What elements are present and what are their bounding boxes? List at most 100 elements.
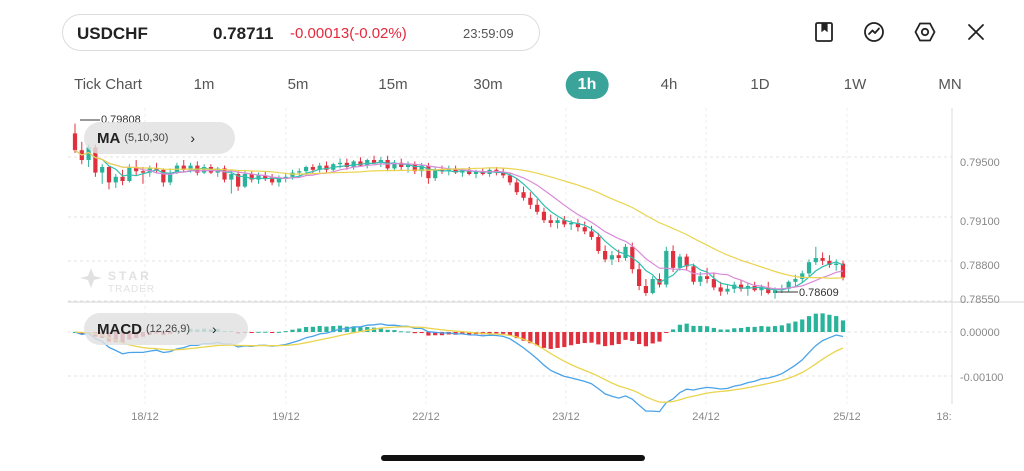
macd-bar xyxy=(297,328,302,332)
tf-1w[interactable]: 1W xyxy=(843,76,867,93)
candle-body xyxy=(575,223,581,228)
watermark-line2: TRADER xyxy=(108,284,155,295)
candle-body xyxy=(439,169,445,172)
macd-bar xyxy=(827,314,832,332)
candle-body xyxy=(772,290,778,293)
macd-bar xyxy=(249,332,254,333)
macd-bar xyxy=(738,327,744,332)
home-indicator xyxy=(381,455,645,461)
macd-bar xyxy=(405,331,411,333)
candle-body xyxy=(337,162,343,165)
candle-body xyxy=(738,284,744,289)
macd-bar xyxy=(263,331,268,333)
macd-bar xyxy=(256,331,261,333)
macd-bar xyxy=(276,331,282,333)
macd-indicator-chip[interactable]: MACD (12,26,9) › xyxy=(84,313,248,345)
date-tick: 22/12 xyxy=(412,411,440,423)
macd-bar xyxy=(834,316,839,332)
candle-body xyxy=(236,174,241,187)
candle-body xyxy=(535,204,540,212)
candle-body xyxy=(120,176,125,181)
low-marker: 0.78609 xyxy=(776,287,839,299)
candle-body xyxy=(711,279,716,288)
candle-body xyxy=(501,172,506,176)
macd-bar xyxy=(507,332,513,336)
macd-bar xyxy=(630,332,635,341)
candle-body xyxy=(276,178,282,183)
macd-indicator-name: MACD xyxy=(97,320,142,338)
macd-bar xyxy=(283,331,288,333)
macd-bar xyxy=(664,332,669,333)
candle-body xyxy=(473,171,479,174)
tf-1d[interactable]: 1D xyxy=(750,76,770,93)
candle-body xyxy=(569,223,574,225)
settings-icon[interactable] xyxy=(913,20,937,44)
candle-body xyxy=(766,287,771,293)
macd-bar xyxy=(514,332,519,339)
candle-body xyxy=(806,262,812,274)
tf-5m[interactable]: 5m xyxy=(287,76,309,93)
tf-15m[interactable]: 15m xyxy=(378,76,408,93)
watermark-line1: STAR xyxy=(108,269,152,283)
price-chart[interactable]: STAR TRADER 0.79808 0.78609 0.79500 0.79… xyxy=(0,108,1024,438)
symbol-name: USDCHF xyxy=(77,24,148,43)
macd-bar xyxy=(575,332,581,344)
chart-grid xyxy=(68,108,1024,404)
candle-body xyxy=(453,168,458,173)
bookmark-icon[interactable] xyxy=(812,20,836,44)
candle-body xyxy=(827,260,832,265)
ma-indicator-chip[interactable]: MA (5,10,30) › xyxy=(84,122,235,154)
chevron-right-icon: › xyxy=(190,130,196,146)
macd-bar xyxy=(392,330,397,332)
candle-body xyxy=(324,165,329,170)
candle-body xyxy=(419,165,424,172)
chevron-right-icon: › xyxy=(212,321,217,337)
macd-bar xyxy=(820,313,825,332)
macd-bar xyxy=(609,332,615,346)
symbol-quote-pill[interactable]: USDCHF 0.78711 -0.00013(-0.02%) 23:59:09 xyxy=(62,14,540,51)
candle-body xyxy=(310,167,315,170)
macd-bar xyxy=(460,332,465,335)
tf-1m[interactable]: 1m xyxy=(193,76,215,93)
macd-bar xyxy=(698,325,703,332)
candle-body xyxy=(548,220,553,223)
price-tick: 0.78550 xyxy=(960,294,1000,306)
candle-body xyxy=(127,167,132,181)
candle-body xyxy=(718,287,723,292)
candle-body xyxy=(283,176,288,179)
tf-4h[interactable]: 4h xyxy=(660,76,678,93)
macd-bar xyxy=(813,313,818,332)
close-icon[interactable] xyxy=(964,20,988,44)
macd-bar xyxy=(528,332,533,344)
macd-bar xyxy=(324,326,329,332)
tf-1h[interactable]: 1h xyxy=(565,71,609,99)
macd-bar xyxy=(562,332,567,348)
candle-body xyxy=(86,147,91,160)
macd-bar xyxy=(351,326,356,332)
macd-bar xyxy=(704,326,710,332)
candle-body xyxy=(297,171,302,173)
candle-body xyxy=(303,167,309,172)
candle-body xyxy=(399,162,404,167)
candle-body xyxy=(698,276,703,282)
quote-time: 23:59:09 xyxy=(463,26,514,41)
macd-bar xyxy=(643,332,649,347)
candle-body xyxy=(222,168,227,180)
tf-30m[interactable]: 30m xyxy=(473,76,503,93)
macd-bar xyxy=(303,327,309,332)
macd-bar xyxy=(365,326,370,332)
macd-bar xyxy=(358,327,363,332)
price-change: -0.00013(-0.02%) xyxy=(290,25,407,42)
tf-tick-chart[interactable]: Tick Chart xyxy=(74,76,142,93)
candle-body xyxy=(467,169,472,174)
trend-icon[interactable] xyxy=(862,20,886,44)
tf-mn[interactable]: MN xyxy=(938,76,962,93)
candle-body xyxy=(834,263,839,265)
candle-body xyxy=(460,169,465,173)
macd-bar xyxy=(548,332,553,349)
macd-bar xyxy=(419,332,424,334)
candle-body xyxy=(412,164,417,172)
macd-bar xyxy=(732,328,737,332)
candle-body xyxy=(113,176,118,183)
candle-body xyxy=(541,211,547,221)
